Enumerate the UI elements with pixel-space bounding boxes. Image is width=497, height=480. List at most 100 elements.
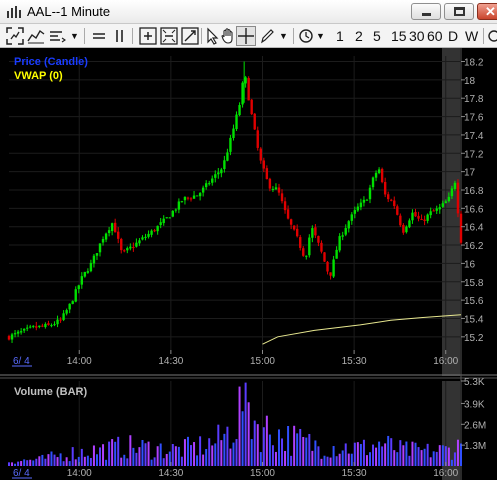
zoom-in-icon[interactable] <box>139 27 157 45</box>
candle-down <box>132 247 135 249</box>
chart-canvas[interactable]: 18.2 18 17.8 17.6 17.4 17.2 17 16.8 16.6 16.4 16.2… <box>0 48 497 480</box>
candle-down <box>286 209 290 219</box>
volume-bar <box>186 436 189 466</box>
price-grid <box>9 56 461 350</box>
volume-bar <box>250 439 253 466</box>
volume-bar <box>144 443 147 466</box>
volume-bar <box>390 438 393 466</box>
volume-bar <box>241 411 244 466</box>
interval-60-button[interactable]: 60 <box>427 28 443 44</box>
volume-bar <box>229 448 232 466</box>
volume-bar <box>77 456 80 466</box>
volume-bar <box>417 447 420 466</box>
candle-up <box>453 182 457 189</box>
line-chart-icon[interactable] <box>27 27 45 45</box>
interval-5-button[interactable]: 5 <box>373 28 381 44</box>
volume-bar <box>460 443 462 466</box>
volume-bar <box>338 453 341 466</box>
interval-weekly-button[interactable]: W <box>465 28 479 44</box>
volume-bar <box>396 452 399 466</box>
price-tick-label: 15.8 <box>464 278 484 289</box>
candle-up <box>374 172 378 178</box>
time-tick-label: 14:00 <box>67 468 92 479</box>
interval-15-button[interactable]: 15 <box>391 28 407 44</box>
horizontal-line-icon[interactable] <box>91 27 107 45</box>
close-button[interactable]: ✕ <box>477 3 497 20</box>
maximize-icon <box>454 7 465 16</box>
candle-up <box>62 313 65 320</box>
candle-up <box>341 235 344 237</box>
crosshair-button[interactable] <box>236 26 256 46</box>
chevron-down-icon[interactable]: ▼ <box>279 31 288 41</box>
candle-up <box>359 202 363 208</box>
toolbar-separator <box>201 28 202 44</box>
candle-down <box>289 219 293 225</box>
volume-bar <box>378 441 381 466</box>
candle-up <box>65 310 68 314</box>
settings-icon[interactable] <box>487 27 497 45</box>
volume-bar <box>226 426 229 466</box>
volume-bar <box>111 439 114 466</box>
zoom-out-icon[interactable] <box>160 27 178 45</box>
maximize-button[interactable] <box>444 3 474 20</box>
candle-down <box>399 215 402 226</box>
candle-up <box>141 237 144 240</box>
candle-up <box>68 303 71 310</box>
volume-bar <box>365 455 368 466</box>
volume-bar <box>414 442 417 466</box>
zoom-auto-icon[interactable] <box>181 27 199 45</box>
toolbar-separator <box>293 28 294 44</box>
price-tick-label: 17.6 <box>464 113 484 124</box>
zoom-fit-icon[interactable] <box>6 27 24 45</box>
candle-up <box>308 237 311 256</box>
bar-style-icon[interactable] <box>48 27 66 45</box>
price-tick-label: 15.4 <box>464 314 484 325</box>
candle-up <box>177 201 181 210</box>
volume-bar <box>83 456 86 466</box>
chart-area[interactable]: 18.2 18 17.8 17.6 17.4 17.2 17 16.8 16.6 16.4 16.2… <box>0 48 497 480</box>
candle-up <box>356 206 360 211</box>
candle-up <box>411 212 414 221</box>
candle-up <box>220 169 223 174</box>
toolbar-separator <box>483 28 484 44</box>
interval-30-button[interactable]: 30 <box>409 28 425 44</box>
volume-bar <box>196 455 199 466</box>
volume-bar <box>193 442 196 466</box>
candle-down <box>317 235 320 243</box>
volume-bar <box>62 461 65 466</box>
volume-bar <box>50 451 53 466</box>
volume-bar <box>150 459 153 466</box>
pointer-icon[interactable] <box>205 27 219 45</box>
candle-up <box>241 82 244 105</box>
volume-bar <box>223 433 226 466</box>
interval-daily-button[interactable]: D <box>448 28 459 44</box>
volume-bar <box>372 444 375 466</box>
vertical-line-icon[interactable] <box>113 27 127 45</box>
volume-bar <box>256 424 259 466</box>
chevron-down-icon[interactable]: ▼ <box>316 31 325 41</box>
volume-bar <box>211 445 214 466</box>
chart-app-icon <box>7 6 21 18</box>
legend-price-candle[interactable]: Price (Candle) <box>14 56 88 68</box>
clock-icon[interactable] <box>298 27 314 45</box>
volume-bar <box>99 447 102 466</box>
volume-bar <box>299 428 302 466</box>
candle-up <box>92 255 96 264</box>
candle-down <box>320 242 323 252</box>
minimize-button[interactable] <box>411 3 441 20</box>
volume-bar <box>180 456 183 466</box>
chevron-down-icon[interactable]: ▼ <box>70 31 79 41</box>
candle-down <box>259 148 262 161</box>
volume-bar <box>202 454 205 466</box>
candle-down <box>292 225 296 230</box>
candle-up <box>405 226 408 233</box>
interval-1-button[interactable]: 1 <box>336 28 344 44</box>
pencil-icon[interactable] <box>259 27 275 45</box>
hand-icon[interactable] <box>220 27 236 45</box>
interval-2-button[interactable]: 2 <box>355 28 363 44</box>
volume-bar <box>265 415 268 466</box>
volume-bar <box>208 438 211 466</box>
legend-volume-bar[interactable]: Volume (BAR) <box>14 386 88 398</box>
price-tick-label: 17.4 <box>464 131 484 142</box>
legend-vwap[interactable]: VWAP (0) <box>14 70 63 82</box>
